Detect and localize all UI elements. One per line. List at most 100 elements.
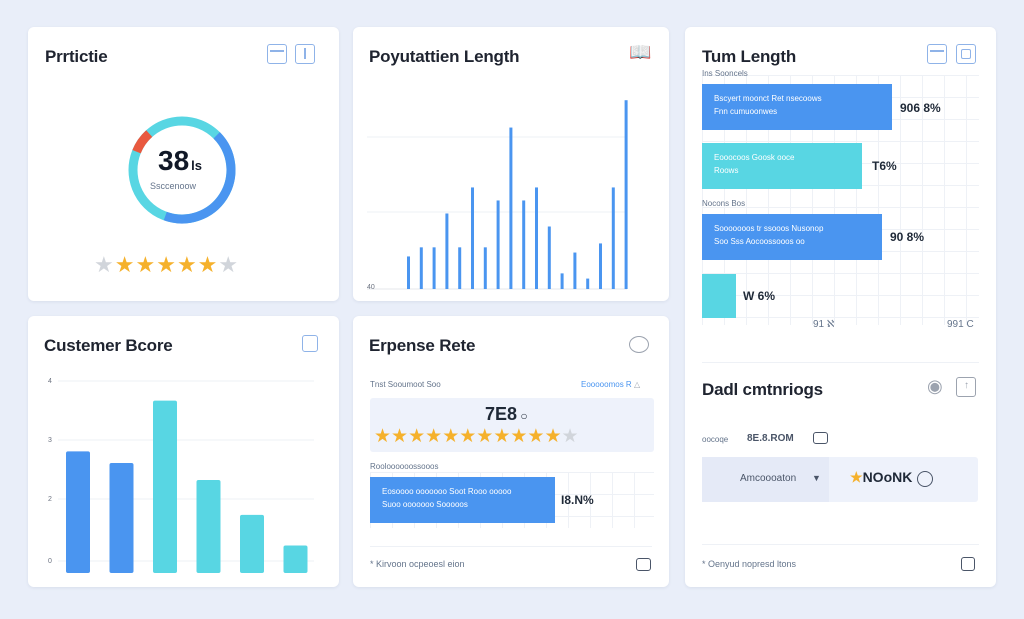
star-icon[interactable]: ★ <box>408 426 426 447</box>
star-icon[interactable]: ★ <box>135 252 157 277</box>
section-label: Rooloooooossooos <box>370 462 439 471</box>
calendar-icon[interactable] <box>267 44 287 64</box>
chart-bar[interactable] <box>560 273 564 289</box>
camera-icon[interactable] <box>629 336 649 353</box>
chart-bar[interactable] <box>496 200 500 289</box>
term-length-card: Tum Length Ins Sooncels Bscyert moonct R… <box>685 27 996 587</box>
lock-icon[interactable] <box>917 471 933 487</box>
chart-bar[interactable] <box>458 247 462 289</box>
card-title: Prrtictie <box>45 47 108 66</box>
bag-icon[interactable] <box>302 335 318 352</box>
star-icon[interactable]: ★ <box>156 252 177 277</box>
chart-bar[interactable] <box>66 451 90 573</box>
section-label: Nocons Bos <box>702 199 746 208</box>
star-icon[interactable]: ★ <box>476 426 494 447</box>
calendar-icon[interactable] <box>927 44 947 64</box>
bar-chart: 4 3 2 0 <box>48 378 314 573</box>
chart-bar[interactable] <box>471 187 474 289</box>
book-icon[interactable]: 📖 <box>629 42 652 62</box>
horizontal-bar[interactable]: Sooooooos tr ssooos Nusonop Soo Sss Aocoo… <box>702 214 882 260</box>
chart-bar[interactable] <box>509 127 513 289</box>
card-title: Tum Length <box>702 47 796 66</box>
y-tick: 3 <box>48 437 52 444</box>
section-label: Ins Sooncels <box>702 69 748 78</box>
rating-panel: 7E8 ○ ★★★★★★★★★★★★ <box>370 398 654 452</box>
chart-bar[interactable] <box>153 400 177 573</box>
card-title: Erpense Rete <box>369 336 476 355</box>
rating-value: 7E8 ○ <box>485 404 528 424</box>
star-icon[interactable]: ★ <box>176 252 198 277</box>
star-icon[interactable]: ★ <box>561 426 579 447</box>
bar-value: 90 8% <box>890 230 925 244</box>
footer-note: * Kirvoon ocpeoesl eion <box>370 559 465 569</box>
bag-icon[interactable] <box>961 557 975 571</box>
star-icon[interactable]: ★ <box>527 426 545 447</box>
chart-bar[interactable] <box>522 200 526 289</box>
star-icon[interactable]: ★ <box>114 252 136 277</box>
star-icon: ★ <box>850 469 863 485</box>
chart-icon[interactable] <box>295 44 315 64</box>
chart-bar[interactable] <box>573 252 577 289</box>
card-title: Poyutattien Length <box>369 47 520 66</box>
customer-score-card: Custemer Bcore 4 3 2 0 <box>28 316 339 587</box>
chart-bar[interactable] <box>599 243 602 289</box>
star-icon[interactable]: ★ <box>510 426 528 447</box>
bar-value: W 6% <box>743 289 776 303</box>
footer-note: * Oenyud nopresd ltons <box>702 559 797 569</box>
star-icon[interactable]: ★ <box>391 426 409 447</box>
horizontal-bar[interactable]: Eooocoos Goosk ooce Roows <box>702 143 862 189</box>
bar-value: I8.N% <box>561 493 594 507</box>
population-length-card: Poyutattien Length 📖 40 <box>353 27 669 301</box>
bar-value: T6% <box>872 159 897 173</box>
y-tick: 4 <box>48 378 52 385</box>
upload-icon[interactable]: ↑ <box>956 377 976 397</box>
horizontal-bar[interactable]: Eosoooo ooooooo Soot Rooo ooooo Suoo oooo… <box>370 477 555 523</box>
star-icon[interactable]: ★ <box>544 426 562 447</box>
star-icon[interactable]: ★ <box>197 252 219 277</box>
divider <box>702 544 979 545</box>
action-item[interactable]: ★NOoNK <box>850 469 913 485</box>
star-icon[interactable]: ★ <box>374 426 392 447</box>
chart-bar[interactable] <box>109 463 134 573</box>
card-icon[interactable] <box>813 432 828 444</box>
chart-bar[interactable] <box>407 256 410 289</box>
section-title: Dadl cmtnriogs <box>702 380 823 399</box>
donut-chart <box>128 116 236 224</box>
chart-bar[interactable] <box>624 100 628 290</box>
star-icon[interactable]: ★ <box>442 426 460 447</box>
chart-bar[interactable] <box>535 187 538 289</box>
bar-chart: 40 <box>367 100 628 291</box>
globe-icon[interactable]: ◉ <box>927 376 943 396</box>
y-tick: 2 <box>48 496 52 503</box>
horizontal-bar[interactable]: Bscyert moonct Ret nsecoows Fnn cumuoonwe… <box>702 84 892 130</box>
donut-caption: Ssccenoow <box>150 181 197 191</box>
chart-bar[interactable] <box>419 247 423 289</box>
chart-bar[interactable] <box>196 479 221 573</box>
star-rating[interactable]: ★★★★★★★★★★★★ <box>374 425 579 448</box>
subtitle-right[interactable]: Eooooomos R △ <box>581 380 641 389</box>
horizontal-bar[interactable] <box>702 274 736 318</box>
chart-bar[interactable] <box>283 545 308 573</box>
briefcase-icon[interactable] <box>636 558 651 571</box>
star-icon[interactable]: ★ <box>94 252 115 277</box>
star-icon[interactable]: ★ <box>459 426 477 447</box>
chart-bar[interactable] <box>547 226 551 289</box>
chart-bar[interactable] <box>240 514 264 573</box>
chart-bar[interactable] <box>483 247 487 289</box>
star-icon[interactable]: ★ <box>425 426 443 447</box>
star-icon[interactable]: ★ <box>493 426 511 447</box>
chart-bar[interactable] <box>586 278 590 289</box>
image-icon[interactable] <box>956 44 976 64</box>
chart-bar[interactable] <box>445 213 449 289</box>
select-row: Amcoooaton ▼ ★NOoNK <box>702 457 978 502</box>
chart-bar[interactable] <box>432 247 436 289</box>
share-icon: △ <box>633 380 641 389</box>
divider <box>370 546 652 547</box>
star-icon[interactable]: ★ <box>218 252 240 277</box>
chart-bar[interactable] <box>611 187 615 289</box>
practice-card: Prrtictie 38 ls Ssccenoow ★★★★★★★ <box>28 27 339 301</box>
star-rating[interactable]: ★★★★★★★ <box>94 252 239 278</box>
subtitle-left: Tnst Sooumoot Soo <box>370 380 441 389</box>
y-tick: 0 <box>48 558 52 565</box>
filter-select[interactable]: Amcoooaton ▼ <box>702 457 829 502</box>
